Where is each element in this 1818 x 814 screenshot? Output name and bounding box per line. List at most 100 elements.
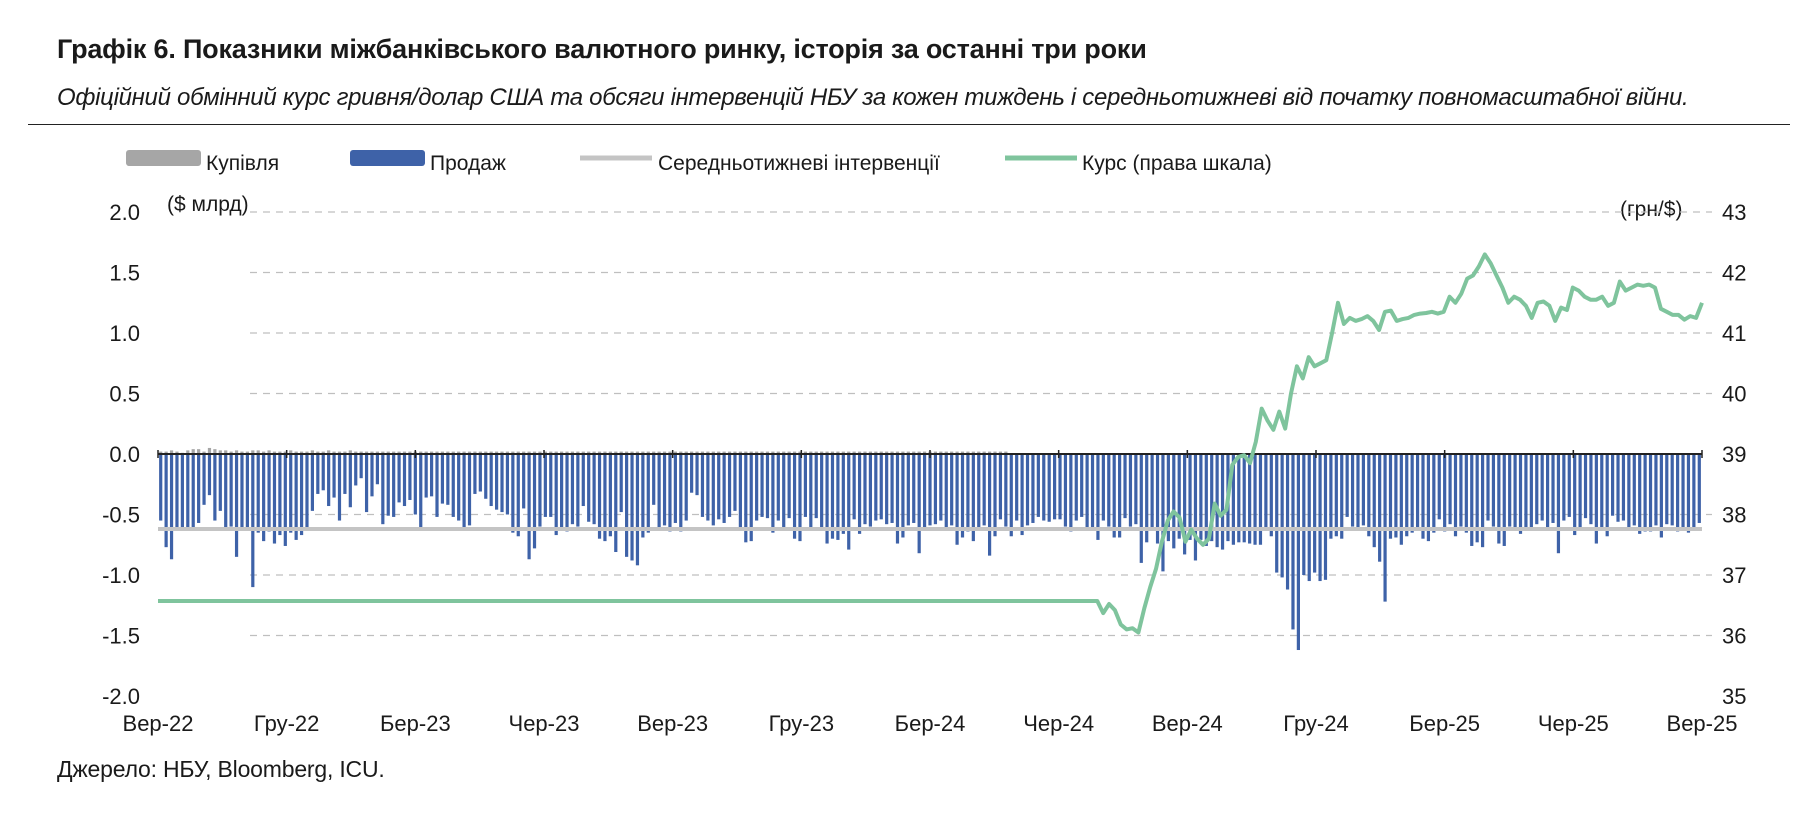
- sell-bar: [890, 454, 894, 523]
- buy-bar: [397, 451, 401, 454]
- sell-bar: [652, 454, 656, 505]
- sell-bar: [711, 454, 715, 526]
- buy-bar: [565, 451, 569, 454]
- right-tick-label: 38: [1722, 503, 1746, 528]
- buy-bar: [224, 450, 228, 454]
- sell-bar: [1524, 454, 1528, 531]
- sell-bar: [316, 454, 320, 494]
- buy-bar: [581, 451, 585, 454]
- right-tick-label: 36: [1722, 624, 1746, 649]
- buy-bar: [186, 450, 190, 454]
- buy-bar: [375, 451, 380, 454]
- buy-bar: [446, 451, 450, 454]
- sell-bar: [484, 454, 488, 499]
- sell-bar: [1128, 454, 1133, 527]
- sell-bar: [440, 454, 445, 504]
- sell-bar: [1697, 454, 1701, 523]
- sell-bar: [1242, 454, 1246, 543]
- sell-bar: [1220, 454, 1225, 550]
- buy-bar: [159, 451, 163, 454]
- sell-bar: [939, 454, 943, 521]
- sell-bar: [1264, 454, 1268, 530]
- sell-bar: [1594, 454, 1598, 544]
- buy-bar: [755, 451, 759, 454]
- buy-bar: [505, 451, 510, 454]
- buy-bar: [662, 451, 667, 454]
- sell-bar: [771, 454, 775, 533]
- sell-bar: [1638, 454, 1642, 534]
- sell-bar: [1047, 454, 1051, 522]
- sell-bar: [1410, 454, 1414, 533]
- buy-bar: [690, 451, 694, 454]
- sell-bar: [419, 454, 423, 530]
- sell-bar: [375, 454, 380, 485]
- sell-bar: [386, 454, 390, 516]
- sell-bar: [424, 454, 428, 498]
- sell-bar: [1199, 454, 1203, 540]
- sell-bar: [1340, 454, 1344, 539]
- sell-bars: [159, 454, 1701, 651]
- sell-bar: [755, 454, 759, 521]
- buy-bar: [901, 451, 905, 454]
- buy-bar: [202, 451, 206, 454]
- sell-bar: [1275, 454, 1279, 573]
- left-tick-label: 2.0: [109, 200, 140, 225]
- sell-bar: [868, 454, 873, 527]
- sell-bar: [1573, 454, 1577, 536]
- buy-bar: [316, 451, 320, 454]
- sell-bar: [1665, 454, 1669, 525]
- sell-bar: [446, 454, 450, 505]
- sell-bar: [1004, 454, 1008, 527]
- sell-bar: [987, 454, 992, 556]
- sell-bar: [1096, 454, 1100, 540]
- sell-bar: [744, 454, 748, 543]
- buy-bar: [245, 451, 249, 454]
- sell-bar: [673, 454, 677, 523]
- buy-bar: [364, 451, 369, 454]
- sell-bar: [1193, 454, 1198, 561]
- sell-bar: [955, 454, 959, 545]
- sell-bar: [1323, 454, 1328, 580]
- buy-bar: [283, 451, 287, 454]
- buy-bar: [419, 451, 423, 454]
- title-divider: [28, 124, 1790, 125]
- buy-bar: [906, 451, 910, 454]
- sell-bar: [1053, 454, 1057, 520]
- buy-bar: [603, 451, 607, 454]
- sell-bar: [289, 454, 293, 533]
- buy-bar: [619, 451, 623, 454]
- sell-bar: [1215, 454, 1219, 548]
- left-axis: 2.0 1.5 1.0 0.5 0.0 -0.5 -1.0 -1.5 -2.0: [102, 200, 140, 709]
- sell-bar: [879, 454, 883, 520]
- sell-bar: [1432, 454, 1436, 533]
- buy-bar: [386, 451, 390, 454]
- x-axis: Вер-22 Гру-22 Бер-23 Чер-23 Вер-23 Гру-23 Бер-…: [123, 450, 1737, 736]
- buy-bar: [370, 451, 374, 454]
- sell-bar: [820, 454, 824, 530]
- sell-bar: [1166, 454, 1170, 542]
- sell-bar: [1562, 454, 1566, 521]
- sell-bar: [863, 454, 867, 525]
- x-tick-label: Чер-23: [509, 711, 580, 736]
- sell-bar: [1118, 454, 1122, 538]
- buy-bar: [825, 451, 829, 454]
- buy-bar: [874, 451, 878, 454]
- sell-bar: [473, 454, 477, 494]
- sell-bar: [169, 454, 174, 560]
- sell-bar: [1648, 454, 1653, 532]
- sell-bar: [310, 454, 314, 511]
- sell-bar: [662, 454, 667, 526]
- buy-bar: [798, 451, 802, 454]
- buy-bar: [684, 451, 688, 454]
- buy-bar: [711, 451, 715, 454]
- sell-bar: [1508, 454, 1512, 527]
- sell-bar: [283, 454, 287, 546]
- sell-bar: [792, 454, 797, 539]
- sell-bar: [809, 454, 813, 528]
- buy-bar: [820, 451, 824, 454]
- sell-bar: [175, 454, 179, 530]
- sell-bar: [370, 454, 374, 497]
- buy-bar: [987, 451, 992, 454]
- sell-bar: [619, 454, 623, 513]
- sell-bar: [782, 454, 786, 531]
